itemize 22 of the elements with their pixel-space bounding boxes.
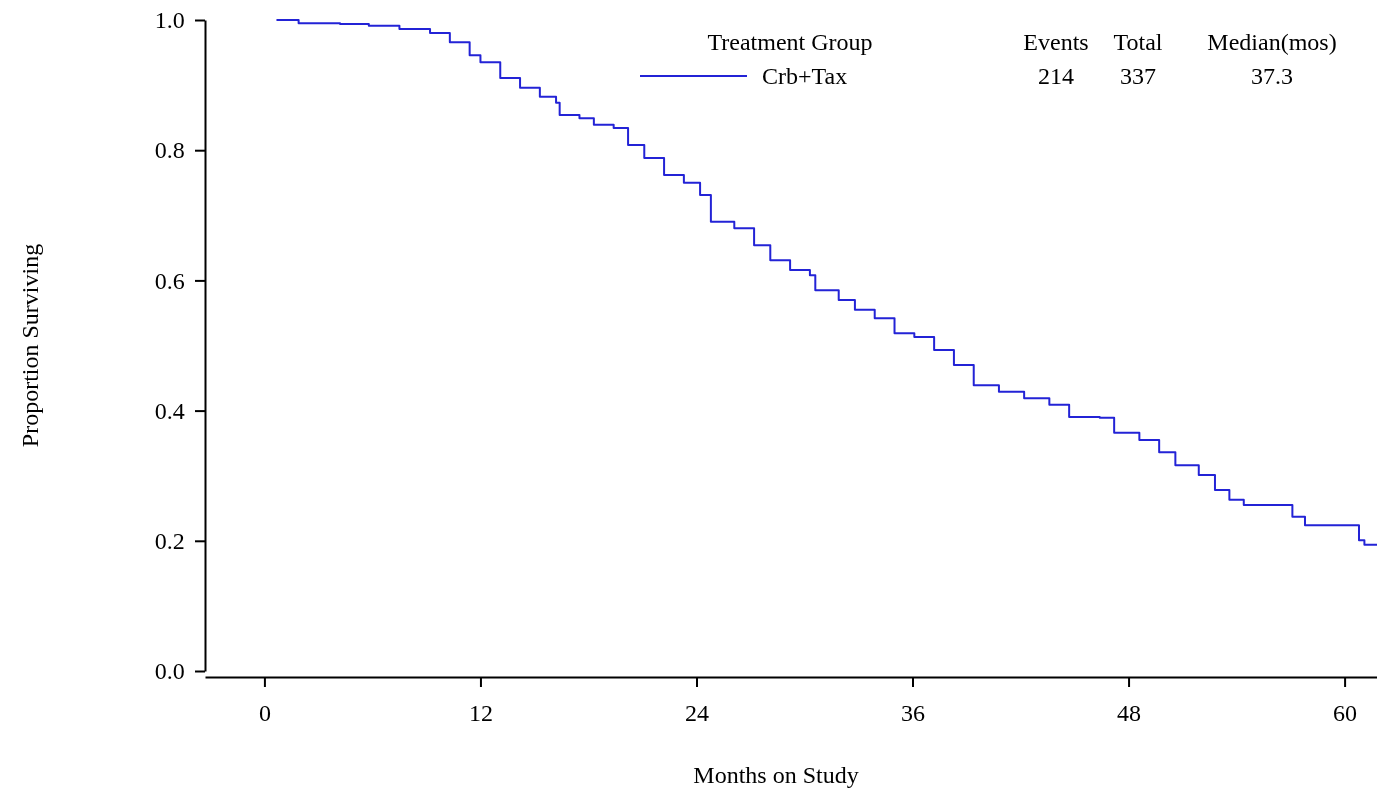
annotation: 337 <box>1120 63 1156 89</box>
annotation: Events <box>1023 29 1089 55</box>
annotation: 214 <box>1038 63 1074 89</box>
y-tick-label: 0.2 <box>154 527 185 554</box>
x-tick-label: 0 <box>258 700 271 727</box>
annotation: 37.3 <box>1251 63 1293 89</box>
legend-label: Crb+Tax <box>762 63 848 89</box>
y-tick-label: 1.0 <box>154 7 185 34</box>
legend-title: Treatment Group <box>707 29 873 55</box>
y-tick-label: 0.8 <box>154 137 185 164</box>
x-tick-label: 48 <box>1117 700 1142 727</box>
annotation: Median(mos) <box>1207 29 1337 55</box>
y-tick-label: 0.4 <box>154 397 185 424</box>
y-tick-label: 0.6 <box>154 267 185 294</box>
y-axis-title: Proportion Surviving <box>17 243 43 448</box>
x-tick-label: 24 <box>684 700 709 727</box>
y-tick-label: 0.0 <box>154 658 185 685</box>
annotation: Total <box>1113 29 1163 55</box>
x-tick-label: 12 <box>468 700 493 727</box>
x-tick-label: 60 <box>1333 700 1358 727</box>
x-tick-label: 36 <box>901 700 926 727</box>
x-axis-title: Months on Study <box>693 762 859 788</box>
